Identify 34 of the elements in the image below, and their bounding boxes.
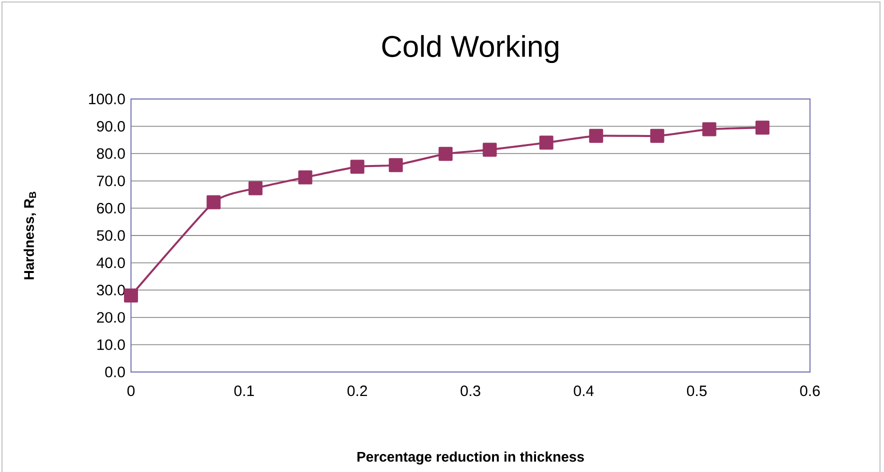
x-tick-label: 0.6	[800, 386, 820, 396]
point	[539, 136, 554, 150]
y-tick-label: 40.0	[96, 257, 125, 268]
y-tick-label: 100.0	[89, 94, 125, 104]
y-tick-label: 20.0	[97, 312, 125, 323]
point	[206, 195, 221, 210]
point	[124, 288, 138, 303]
x-tick-label: 0.3	[460, 386, 480, 396]
point	[482, 142, 497, 157]
y-axis-title: Hardness, R$_{B}$	[24, 192, 36, 280]
y-tick-label: 80.0	[96, 148, 125, 159]
y-tick-label: 70.0	[97, 176, 125, 186]
y-tick-label: 10.0	[97, 339, 125, 350]
x-tick-label: 0.4	[574, 386, 594, 396]
point	[438, 146, 453, 161]
y-tick-label: 90.0	[96, 120, 125, 132]
point	[650, 128, 664, 143]
point	[248, 181, 262, 196]
y-tick-label: 0.0	[105, 366, 125, 378]
x-tick-label: 0.2	[347, 386, 368, 396]
y-tick-label: 50.0	[96, 230, 125, 241]
x-tick-label: 0.1	[234, 386, 254, 396]
point	[589, 128, 604, 143]
y-tick-label: 30.0	[96, 284, 125, 296]
point	[388, 158, 403, 172]
x-tick-label: 0.5	[686, 386, 707, 396]
point	[298, 170, 312, 184]
y-tick-label: 60.0	[97, 202, 125, 214]
point	[702, 122, 716, 136]
point	[755, 120, 770, 135]
x-axis-title: Percentage reduction in thickness	[357, 451, 584, 465]
x-tick-label: 0	[127, 386, 135, 396]
chart-title: Cold Working	[382, 35, 558, 64]
point	[350, 160, 364, 174]
